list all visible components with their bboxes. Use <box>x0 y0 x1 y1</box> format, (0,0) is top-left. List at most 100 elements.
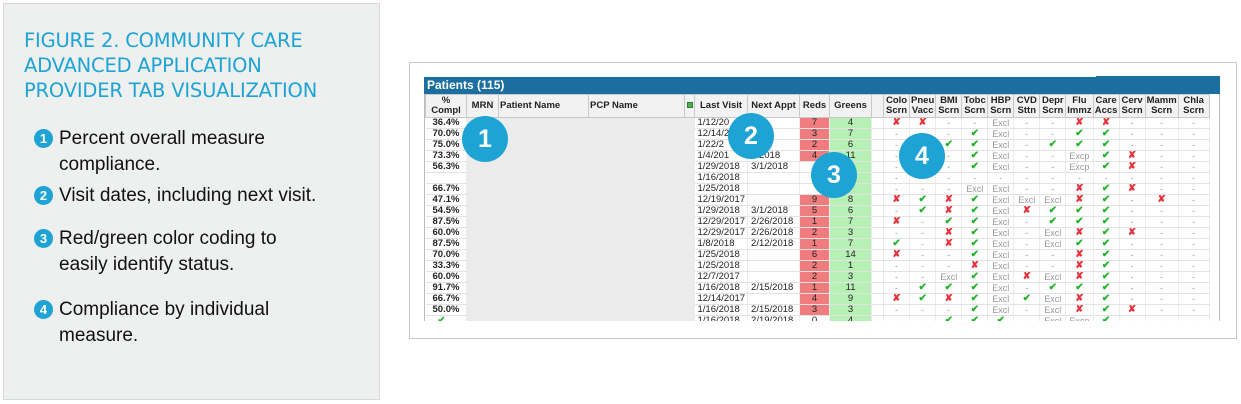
col-header-measure[interactable]: HBP Scrn <box>987 94 1015 118</box>
col-header-reds[interactable]: Reds <box>799 94 831 118</box>
legend-number-badge: 2 <box>34 186 53 205</box>
pcp-name-cell <box>588 271 685 283</box>
cross-icon: ✘ <box>1119 161 1146 173</box>
reds-count-cell: 1 <box>799 216 831 228</box>
col-header-spacer <box>871 94 885 118</box>
compliance-cell: 56.3% <box>425 161 467 173</box>
spacer-cell <box>871 304 885 316</box>
table-row[interactable]: 36.4% 1/12/20 7 4 ✘ ✘ - - Excl - - ✘ ✘ - - - <box>425 117 1210 129</box>
check-icon: ✔ <box>961 139 989 151</box>
col-header-measure[interactable]: Cerv Scrn <box>1118 94 1146 118</box>
measure-cell: Excl <box>1039 271 1067 283</box>
table-row[interactable]: 87.5% 1/8/2018 2/12/2018 1 7 ✔ - ✘ ✔ Excl - Excl ✔ ✔ -… <box>425 238 1210 250</box>
compliance-cell: 54.5% <box>425 205 467 217</box>
compliance-cell: ✔ <box>425 315 467 321</box>
spacer-cell <box>684 117 695 129</box>
table-row[interactable]: ✔ 1/16/2018 2/19/2018 0 4- - ✔ ✔ ✔ - Excl Excp ✔ - - - <box>425 315 1210 321</box>
measure-cell: Excl <box>987 161 1015 173</box>
check-icon: ✔ <box>961 238 989 250</box>
reds-count-cell: 3 <box>799 304 831 316</box>
col-header-last-visit[interactable]: Last Visit <box>693 94 749 118</box>
measure-cell: - <box>1145 183 1179 195</box>
spacer-cell <box>871 128 885 140</box>
col-header-measure[interactable]: Colo Scrn <box>883 94 911 118</box>
table-row[interactable]: 54.5% 1/29/2018 3/1/2018 5 6- ✔ ✘ ✔ Excl ✘ ✔ ✔ ✔ - - - <box>425 205 1210 217</box>
reds-count-cell: 9 <box>799 194 831 206</box>
measure-cell: - <box>1178 205 1210 217</box>
table-row[interactable]: 47.1% 12/19/2017 9 8 ✘ ✔ ✘ ✔ Excl Excl Excl ✘ ✔ - ✘ - <box>425 194 1210 206</box>
cross-icon: ✘ <box>883 293 911 305</box>
mrn-cell <box>466 315 499 321</box>
table-row[interactable]: 75.0%1/22/2201826--✔✔Excl-✔✔✔--- <box>425 139 1210 151</box>
measure-cell: - <box>909 183 937 195</box>
compliance-cell: 47.1% <box>425 194 467 206</box>
table-row[interactable]: 70.0%12/14/237---✔Excl--✔✔--- <box>425 128 1210 140</box>
col-header-measure[interactable]: CVD Sttn <box>1013 94 1041 118</box>
measure-cell: - <box>935 260 963 272</box>
measure-cell: - <box>1145 315 1179 321</box>
measure-cell: - <box>1013 227 1041 239</box>
measure-cell: - <box>1013 315 1041 321</box>
col-header-patient-name[interactable]: Patient Name <box>498 94 589 118</box>
col-header-greens[interactable]: Greens <box>829 94 873 118</box>
col-header-measure[interactable]: Tobc Scrn <box>961 94 989 118</box>
check-icon: ✔ <box>1039 216 1067 228</box>
spacer-cell <box>684 260 695 272</box>
table-row[interactable]: 66.7% 12/14/2017 4 9 ✘ ✔ ✘ ✔ Excl ✔ Excl ✘ ✔ - - - <box>425 293 1210 305</box>
measure-cell: - <box>1178 249 1210 261</box>
col-header-measure[interactable]: Mamm Scrn <box>1144 94 1179 118</box>
col-header-measure[interactable]: Chla Scrn <box>1177 94 1210 118</box>
table-row[interactable]: 91.7% 1/16/2018 2/15/2018 1 11- ✔ ✔ ✔ Excl - ✔ ✔ ✔ - -… <box>425 282 1210 294</box>
measure-cell: - <box>1065 172 1094 184</box>
legend-item-1: 1 Percent overall measure compliance. <box>34 126 265 178</box>
compliance-cell: 50.0% <box>425 304 467 316</box>
spacer-cell <box>684 271 695 283</box>
measure-cell: - <box>1178 304 1210 316</box>
patient-name-cell <box>498 249 589 261</box>
col-header-measure[interactable]: Pneu Vacc <box>909 94 937 118</box>
col-header-measure[interactable]: Depr Scrn <box>1039 94 1067 118</box>
table-row[interactable]: 50.0% 1/16/2018 2/15/2018 3 3- - - ✔ Excl - Excl ✘ ✔… <box>425 304 1210 316</box>
measure-cell: Excl <box>987 249 1015 261</box>
measure-cell: - <box>1013 216 1041 228</box>
filter-icon[interactable] <box>684 94 695 118</box>
col-header-pcp-name[interactable]: PCP Name <box>588 94 685 118</box>
table-row[interactable]: 33.3% 1/25/2018 2 1- - - ✘ Excl - - ✘ ✔ - - - <box>425 260 1210 272</box>
cross-icon: ✘ <box>935 238 963 250</box>
col-header-mrn[interactable]: MRN <box>466 94 499 118</box>
legend-item-2: 2 Visit dates, including next visit. <box>34 183 316 209</box>
measure-cell: - <box>1119 260 1146 272</box>
check-icon: ✔ <box>1093 139 1120 151</box>
check-icon: ✔ <box>909 194 937 206</box>
table-row[interactable]: 87.5% 12/29/2017 2/26/2018 1 7 ✘ - ✔ ✔ Excl - ✔ ✔ ✔ - -… <box>425 216 1210 228</box>
spacer-cell <box>684 205 695 217</box>
patient-name-cell <box>498 271 589 283</box>
measure-cell: - <box>935 172 963 184</box>
spacer-cell <box>871 205 885 217</box>
mrn-cell <box>466 161 499 173</box>
measure-cell: - <box>1178 183 1210 195</box>
col-header-measure[interactable]: Flu Immz <box>1065 94 1094 118</box>
mrn-cell <box>466 282 499 294</box>
provider-tab-screenshot: Patients (115) % Compl MRN Patient Name P… <box>409 62 1237 339</box>
figure-title-line: ADVANCED APPLICATION <box>24 54 262 77</box>
table-row[interactable]: 60.0% 12/29/2017 2/26/2018 2 3- - ✘ ✔ Excl - Excl ✘… <box>425 227 1210 239</box>
measure-cell: - <box>1119 238 1146 250</box>
check-icon: ✔ <box>1065 128 1094 140</box>
last-visit-cell: 12/29/2017 <box>694 227 749 239</box>
col-header-measure[interactable]: BMI Scrn <box>935 94 963 118</box>
col-header-compliance[interactable]: % Compl <box>425 94 467 118</box>
next-appt-cell <box>747 183 801 195</box>
check-icon: ✔ <box>961 161 989 173</box>
compliance-cell: 33.3% <box>425 260 467 272</box>
spacer-cell <box>684 139 695 151</box>
check-icon: ✔ <box>1093 194 1120 206</box>
table-row[interactable]: 70.0% 1/25/2018 6 14 ✘ - - ✔ Excl - - ✘ ✔ - - - <box>425 249 1210 261</box>
check-icon: ✔ <box>1039 139 1067 151</box>
measure-cell: - <box>1013 282 1041 294</box>
col-header-measure[interactable]: Care Accs <box>1092 94 1120 118</box>
measure-cell: - <box>883 260 911 272</box>
table-row[interactable]: 60.0% 12/7/2017 2 3- - Excl ✔ Excl ✘ Excl ✘ ✔ - - - <box>425 271 1210 283</box>
next-appt-cell: 2/26/2018 <box>747 216 801 228</box>
